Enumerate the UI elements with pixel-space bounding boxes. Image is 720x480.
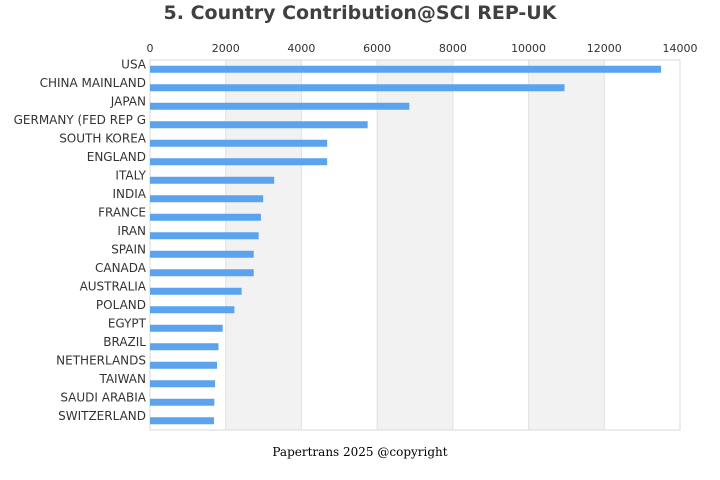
bar [150, 306, 235, 314]
x-tick-label: 12000 [587, 42, 622, 55]
x-tick-label: 14000 [663, 42, 698, 55]
grid-bands [225, 60, 605, 430]
bar [150, 102, 410, 110]
category-label: SWITZERLAND [58, 409, 146, 423]
x-tick-label: 8000 [439, 42, 467, 55]
category-label: INDIA [112, 187, 146, 201]
x-axis-ticks: 0 2000 4000 6000 8000 10000 12000 14000 [147, 42, 698, 55]
category-label: JAPAN [110, 94, 146, 108]
category-label: CHINA MAINLAND [40, 76, 146, 90]
x-tick-label: 0 [147, 42, 154, 55]
grid-band [377, 60, 453, 430]
chart-title: 5. Country Contribution@SCI REP-UK [163, 2, 557, 24]
category-label: SAUDI ARABIA [60, 390, 146, 404]
bar [150, 287, 242, 295]
bar [150, 139, 328, 147]
category-label: EGYPT [108, 316, 147, 330]
x-tick-label: 10000 [511, 42, 546, 55]
category-label: CANADA [95, 261, 147, 275]
category-label: NETHERLANDS [56, 353, 146, 367]
bar [150, 380, 216, 388]
category-labels: USA CHINA MAINLAND JAPAN GERMANY (FED REP G… [14, 57, 147, 423]
category-label: ITALY [115, 168, 146, 182]
bar [150, 269, 254, 277]
bar [150, 121, 368, 129]
bar [150, 361, 218, 369]
bar [150, 250, 254, 258]
category-label: FRANCE [98, 205, 146, 219]
category-label: USA [121, 57, 147, 71]
category-label: IRAN [117, 224, 146, 238]
category-label: SOUTH KOREA [59, 131, 147, 145]
bar [150, 195, 264, 203]
category-label: TAIWAN [98, 372, 146, 386]
bars [150, 65, 662, 425]
bar [150, 232, 259, 240]
x-tick-label: 2000 [212, 42, 240, 55]
category-label: AUSTRALIA [80, 279, 147, 293]
bar [150, 398, 215, 406]
bar [150, 324, 223, 332]
grid-band [528, 60, 605, 430]
bar [150, 84, 565, 92]
category-label: BRAZIL [103, 335, 146, 349]
bar [150, 158, 328, 166]
bar [150, 213, 261, 221]
bar [150, 176, 275, 184]
category-label: ENGLAND [87, 150, 146, 164]
bar [150, 65, 662, 73]
category-label: GERMANY (FED REP G [14, 113, 146, 127]
x-tick-label: 4000 [287, 42, 315, 55]
grid-band [225, 60, 302, 430]
bar [150, 417, 214, 425]
bar [150, 343, 219, 351]
plot-frame [149, 59, 681, 431]
category-label: SPAIN [111, 242, 146, 256]
x-tick-label: 6000 [363, 42, 391, 55]
chart-footer: Papertrans 2025 @copyright [272, 445, 448, 459]
category-label: POLAND [96, 298, 146, 312]
